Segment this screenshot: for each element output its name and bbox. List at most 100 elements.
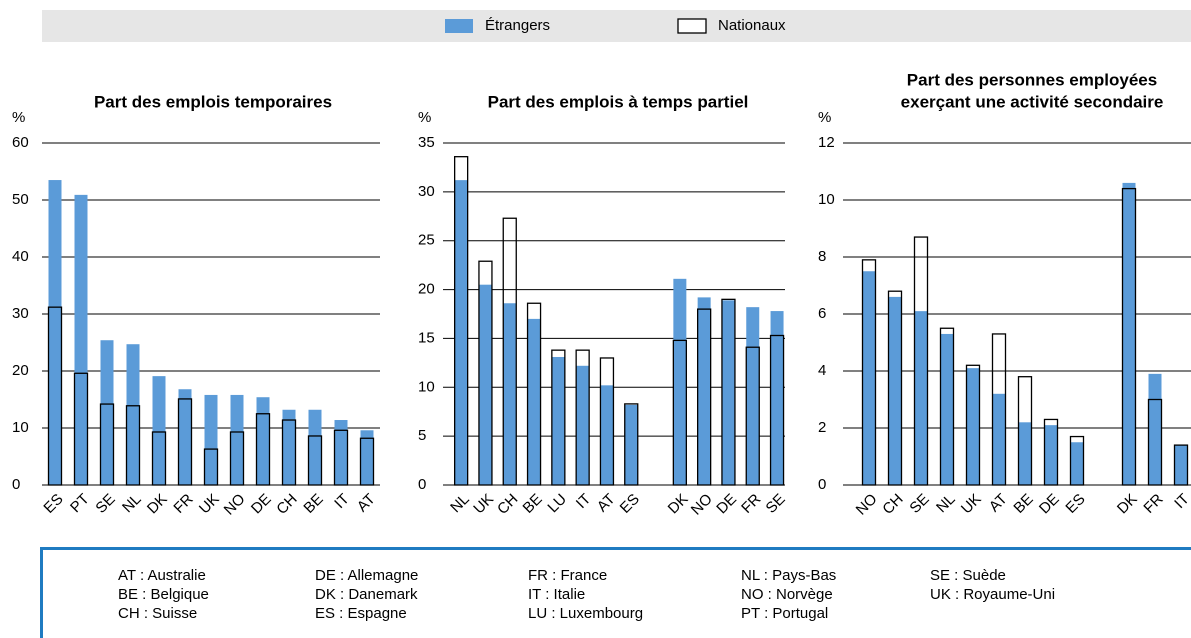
bar [966, 368, 980, 485]
bar [126, 344, 140, 485]
y-tick-label: 5 [418, 427, 426, 444]
x-tick-label: NO [688, 491, 716, 519]
bar [770, 311, 784, 485]
bar [74, 194, 88, 485]
bar [745, 346, 760, 486]
bar [721, 298, 736, 486]
bar [1173, 444, 1189, 486]
x-tick-label: IT [331, 491, 352, 512]
bar [177, 398, 193, 486]
y-tick-label: 40 [12, 248, 29, 265]
bar [125, 405, 141, 486]
bar [1147, 398, 1163, 486]
bar [47, 306, 63, 486]
y-tick-label: 30 [12, 305, 29, 322]
bar [697, 297, 711, 485]
x-tick-label: BE [300, 491, 326, 517]
bar [203, 448, 219, 486]
y-tick-label: 10 [12, 419, 29, 436]
x-tick-label: SE [92, 491, 118, 517]
x-tick-label: CH [494, 491, 521, 518]
x-tick-label: CH [273, 491, 300, 518]
bar [526, 302, 542, 486]
bar [503, 303, 517, 485]
bar [1070, 442, 1084, 485]
y-tick-label: 12 [818, 134, 835, 151]
x-tick-label: ES [40, 491, 66, 517]
bar [575, 349, 590, 486]
x-tick-label: NL [119, 491, 145, 517]
bar [992, 393, 1006, 485]
bar [229, 431, 245, 486]
x-tick-label: UK [958, 491, 985, 518]
bar [1069, 435, 1085, 486]
chart-title: Part des emplois temporaires [94, 92, 332, 111]
chart-title: exerçant une activité secondaire [901, 92, 1164, 111]
bar [672, 339, 687, 486]
y-tick-label: 15 [418, 329, 435, 346]
country-code: DK : Danemark [315, 586, 418, 603]
x-tick-label: UK [196, 491, 223, 518]
footer-left-border [40, 547, 43, 638]
bar [360, 430, 374, 485]
bar [624, 404, 638, 485]
bar [1017, 376, 1033, 486]
country-code: UK : Royaume-Uni [930, 586, 1055, 603]
country-code: NL : Pays-Bas [741, 567, 836, 584]
country-code: BE : Belgique [118, 586, 209, 603]
y-tick-label: 2 [818, 419, 826, 436]
chart-title: Part des personnes employées [907, 70, 1157, 89]
x-tick-label: NL [447, 491, 473, 517]
y-tick-label: 8 [818, 248, 826, 265]
bar [551, 356, 565, 485]
y-axis-label: % [12, 109, 25, 126]
bar [333, 429, 349, 486]
bar [99, 403, 115, 486]
x-tick-label: IT [1171, 491, 1191, 512]
bar [73, 372, 89, 486]
legend-label: Étrangers [485, 17, 550, 34]
country-code: FR : France [528, 567, 607, 584]
y-tick-label: 4 [818, 362, 826, 379]
x-tick-label: ES [617, 491, 643, 517]
bar [721, 300, 735, 485]
bar [478, 284, 492, 485]
bar [576, 365, 590, 485]
bar [502, 217, 517, 486]
y-tick-label: 20 [12, 362, 29, 379]
bar [281, 419, 297, 486]
bar [230, 394, 244, 485]
x-tick-label: LU [544, 491, 570, 517]
country-code: NO : Norvège [741, 586, 833, 603]
bar [1121, 187, 1137, 486]
bar [769, 334, 785, 486]
y-tick-label: 10 [418, 378, 435, 395]
bar [1148, 373, 1162, 485]
x-tick-label: ES [1062, 491, 1088, 517]
x-tick-label: SE [906, 491, 932, 517]
bar [888, 296, 902, 485]
legend-label: Nationaux [718, 17, 786, 34]
bar [697, 308, 712, 486]
x-tick-label: CH [879, 491, 906, 518]
country-code: CH : Suisse [118, 605, 197, 622]
bar [939, 327, 955, 486]
x-tick-label: FR [170, 490, 196, 516]
bar [100, 340, 114, 485]
bar [551, 349, 566, 486]
legend-background [42, 10, 1191, 42]
x-tick-label: AT [986, 491, 1011, 516]
bar [454, 180, 468, 486]
x-tick-label: DK [144, 491, 171, 518]
bar [861, 259, 877, 486]
bar [359, 437, 375, 486]
bar [940, 333, 954, 485]
x-tick-label: DK [665, 491, 692, 518]
country-code: AT : Australie [118, 567, 206, 584]
bar [453, 156, 469, 486]
country-code: LU : Luxembourg [528, 605, 643, 622]
bar [178, 389, 192, 485]
country-code: DE : Allemagne [315, 567, 418, 584]
x-tick-label: BE [1010, 491, 1036, 517]
